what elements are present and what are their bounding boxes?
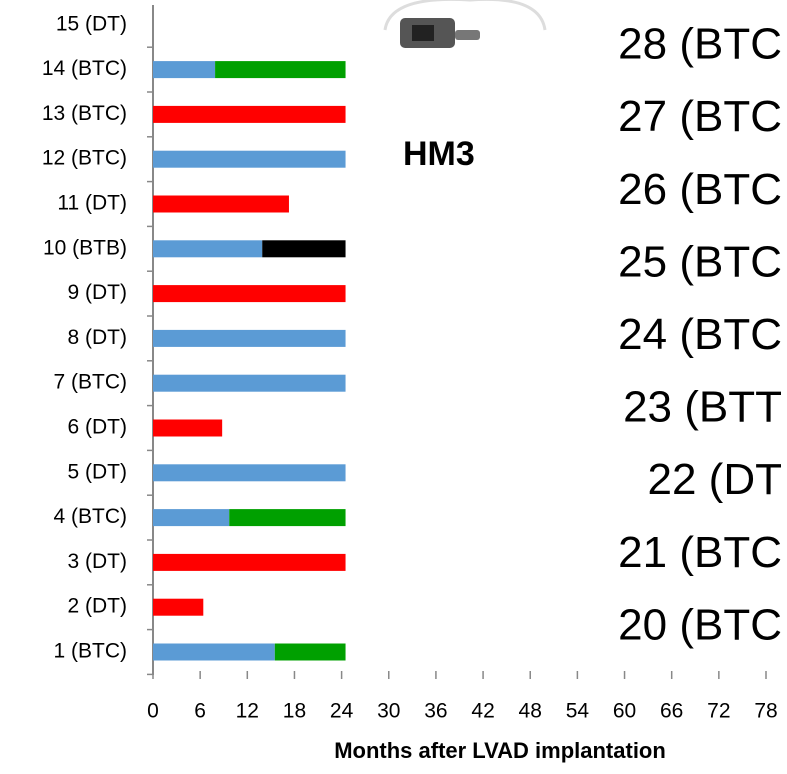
patient-label: 20 (BTC [618, 600, 782, 649]
x-tick-label: 48 [519, 700, 542, 723]
y-tick-label: 5 (DT) [68, 460, 128, 483]
bar-segment [153, 374, 346, 392]
bar-segment [153, 464, 346, 482]
x-tick-label: 72 [707, 700, 730, 723]
y-tick-label: 4 (BTC) [54, 505, 128, 528]
bar-segment [229, 509, 346, 527]
bar-segment [274, 643, 346, 661]
bar-segment [153, 553, 346, 571]
y-tick-label: 14 (BTC) [42, 57, 127, 80]
patient-label: 27 (BTC [618, 92, 782, 141]
bar-segment [153, 419, 223, 437]
bar-segment [153, 240, 263, 258]
x-tick-label: 78 [754, 700, 777, 723]
x-tick-label: 54 [566, 700, 590, 723]
x-tick-label: 24 [330, 700, 354, 723]
patient-label: 25 (BTC [618, 237, 782, 286]
x-tick-label: 0 [147, 700, 159, 723]
x-tick-label: 36 [424, 700, 447, 723]
y-tick-label: 11 (DT) [57, 192, 127, 215]
y-tick-label: 1 (BTC) [54, 640, 128, 663]
bar-segment [153, 285, 346, 303]
bar-segment [153, 509, 230, 527]
x-tick-label: 30 [377, 700, 400, 723]
patient-label: 24 (BTC [618, 310, 782, 359]
x-tick-label: 60 [613, 700, 636, 723]
y-tick-label: 7 (BTC) [54, 371, 128, 394]
patient-label: 21 (BTC [618, 528, 782, 577]
patient-label: 22 (DT [648, 455, 782, 504]
x-tick-label: 42 [471, 700, 494, 723]
y-tick-label: 2 (DT) [68, 595, 128, 618]
bar-segment [262, 240, 346, 258]
x-tick-label: 12 [236, 700, 259, 723]
y-tick-label: 9 (DT) [68, 281, 128, 304]
bar-segment [153, 105, 346, 123]
y-tick-label: 6 (DT) [68, 416, 128, 439]
x-tick-label: 6 [194, 700, 206, 723]
y-tick-label: 12 (BTC) [42, 147, 127, 170]
patient-label: 28 (BTC [618, 20, 782, 69]
bar-segment [153, 195, 289, 213]
x-tick-label: 66 [660, 700, 683, 723]
x-axis-label: Months after LVAD implantation [334, 738, 666, 763]
y-tick-label: 3 (DT) [68, 550, 128, 573]
y-tick-label: 8 (DT) [68, 326, 128, 349]
y-tick-label: 13 (BTC) [42, 102, 127, 125]
device-label: HM3 [403, 135, 475, 173]
y-tick-label: 15 (DT) [56, 12, 127, 35]
patient-label: 26 (BTC [618, 165, 782, 214]
bar-segment [153, 61, 216, 79]
y-tick-label: 10 (BTB) [43, 236, 127, 259]
bar-segment [153, 598, 204, 616]
patient-label: 23 (BTT [623, 383, 782, 432]
bar-segment [153, 643, 275, 661]
bar-segment [153, 329, 346, 347]
bar-segment [215, 61, 346, 79]
x-tick-label: 18 [283, 700, 306, 723]
bar-segment [153, 150, 346, 168]
device-image [383, 0, 547, 48]
